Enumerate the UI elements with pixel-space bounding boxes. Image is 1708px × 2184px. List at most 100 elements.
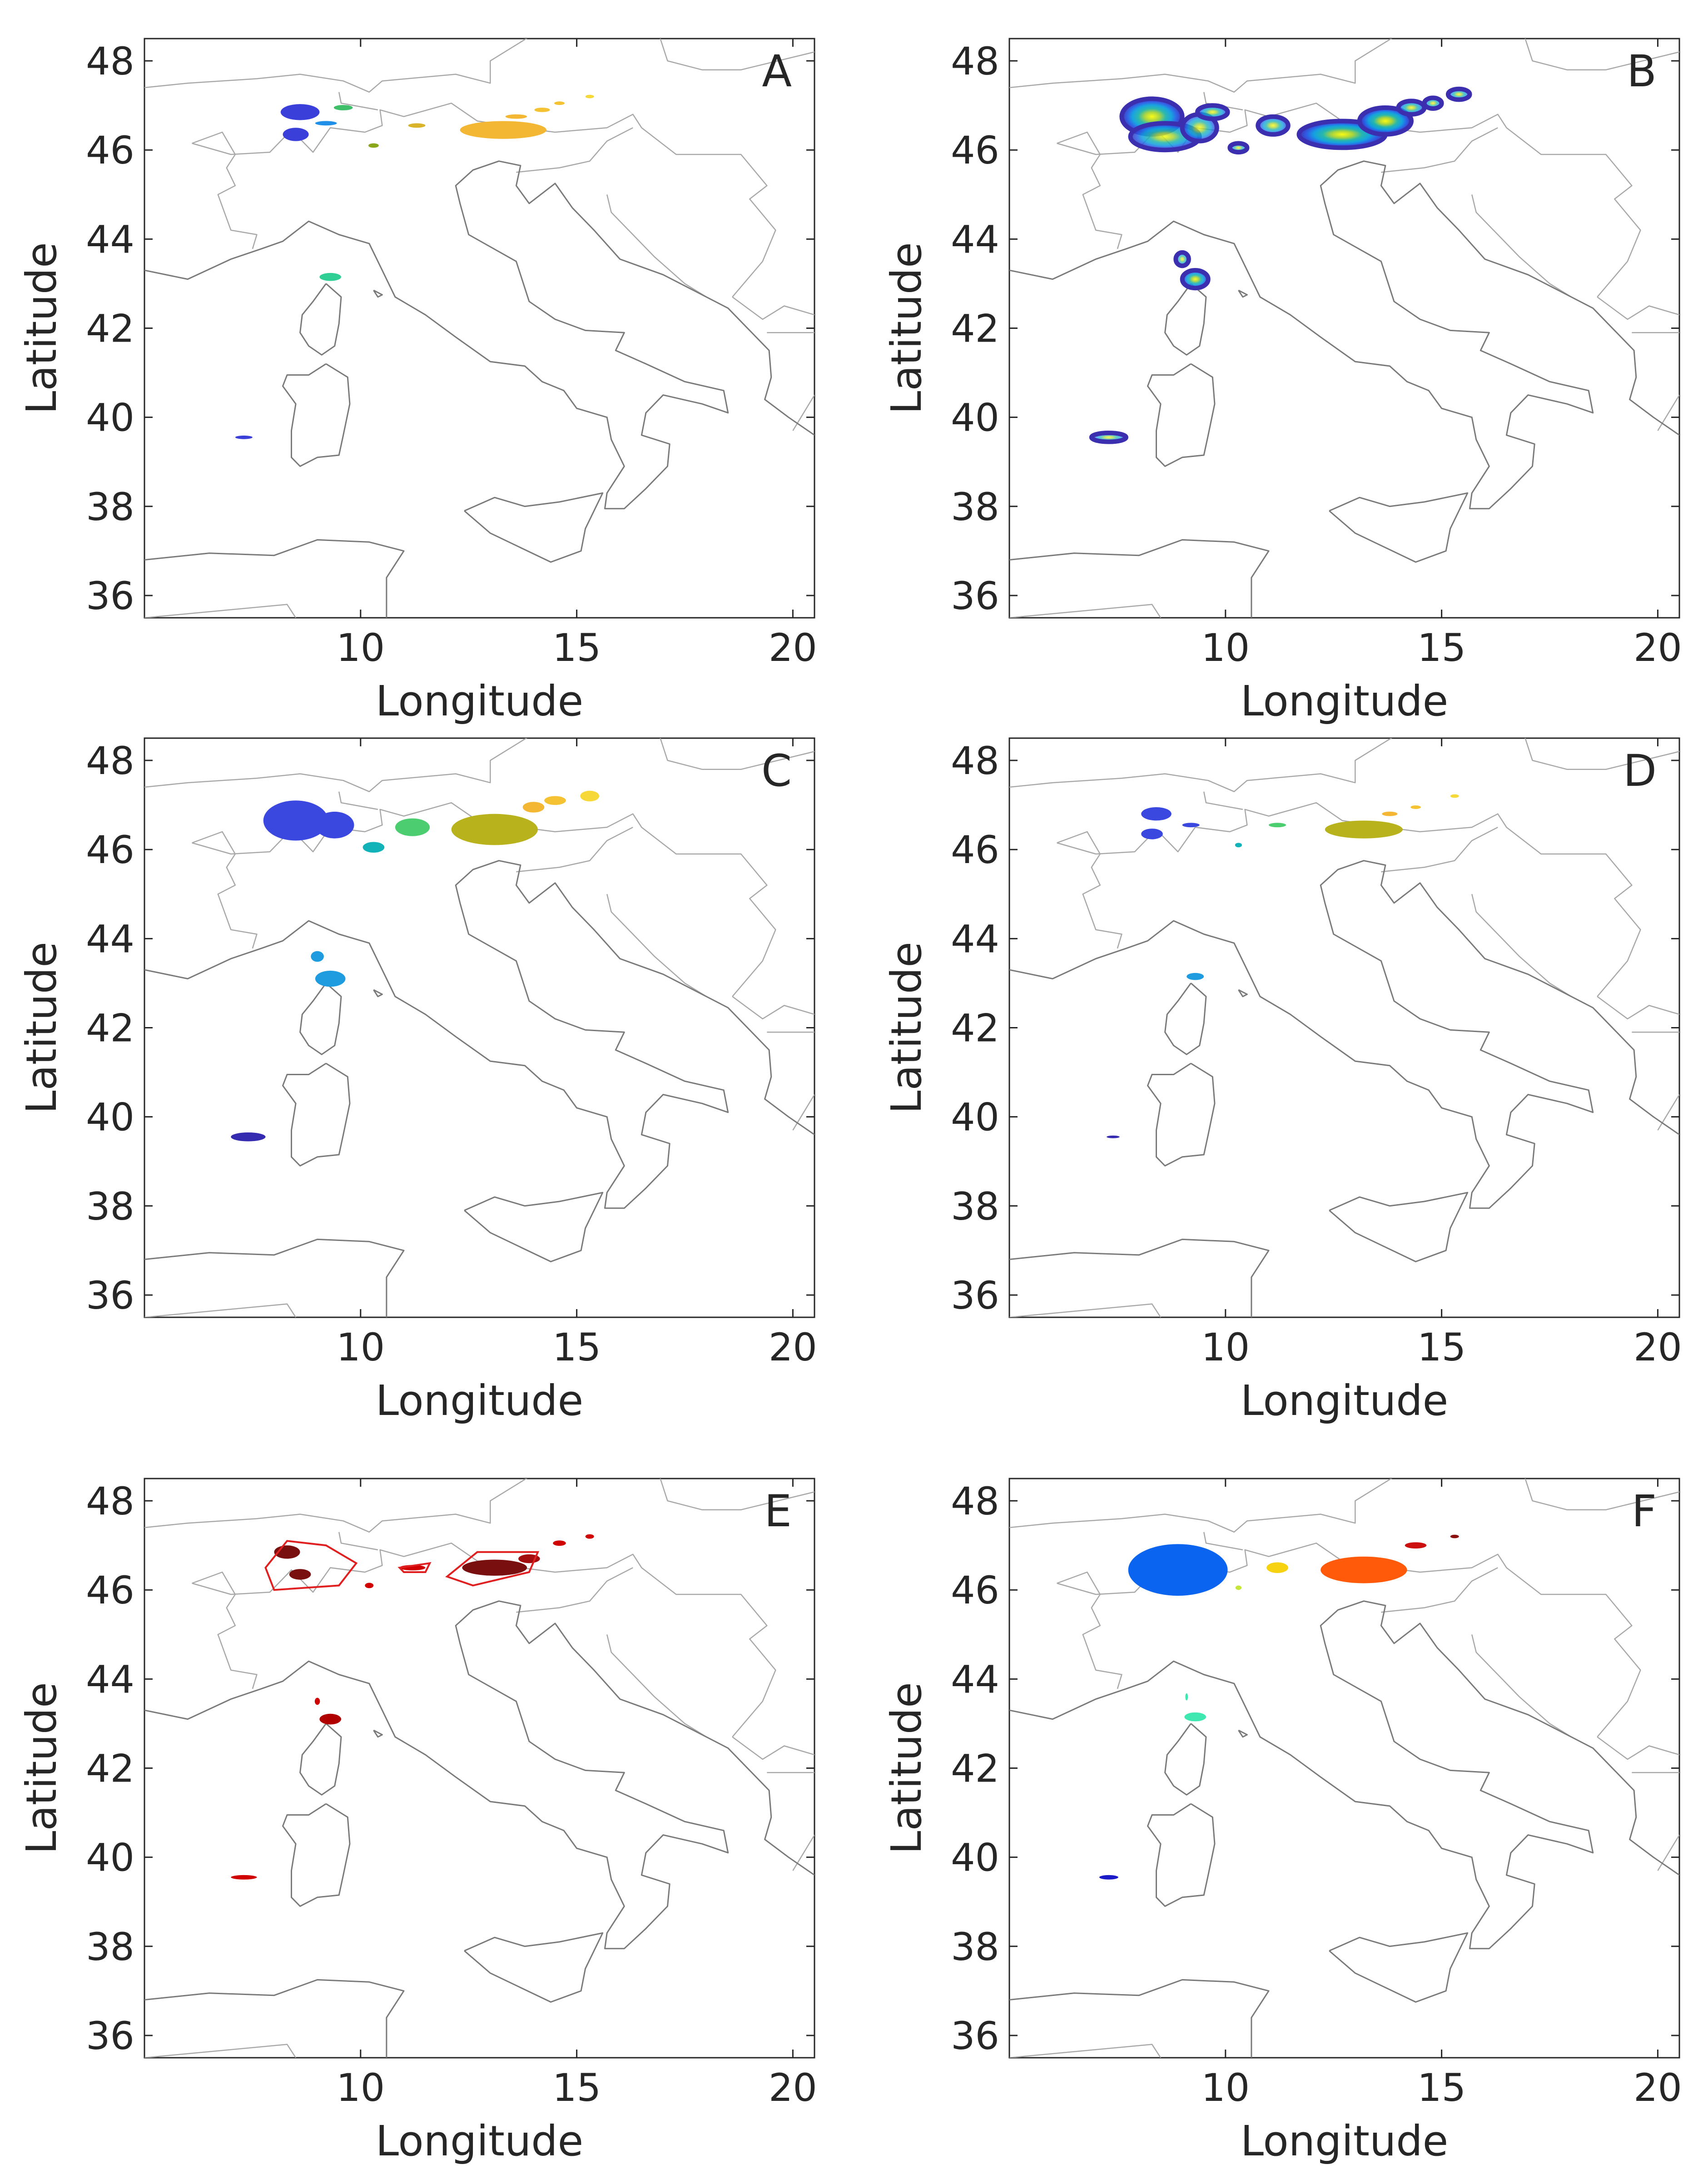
y-tick-label: 38 (951, 1184, 999, 1229)
country-border (1057, 1542, 1386, 1595)
y-axis-label: Latitude (882, 942, 931, 1114)
x-tick-label: 15 (552, 2065, 601, 2110)
cluster-region (554, 101, 565, 105)
country-border (606, 1634, 707, 1737)
panel-c: 10 15 20 36 38 40 42 44 46 48 Longitude Latitude C (17, 737, 817, 1425)
country-border (1657, 1834, 1679, 1871)
country-border (144, 738, 528, 792)
country-border (1657, 1094, 1679, 1131)
coastline (299, 983, 342, 1055)
coastline (464, 492, 604, 563)
panel-letter: B (1627, 46, 1657, 97)
cluster-region (1422, 95, 1444, 111)
panel-f: 10 15 20 36 38 40 42 44 46 48 Longitude Latitude F (882, 1478, 1682, 2165)
y-tick-label: 38 (86, 1184, 134, 1229)
cluster-region (333, 105, 353, 110)
y-tick-label: 36 (86, 574, 134, 618)
cluster-region (1235, 843, 1242, 848)
country-border (1203, 791, 1243, 810)
x-tick-label: 20 (1634, 625, 1682, 670)
y-tick-label: 48 (86, 39, 134, 84)
cluster-region (1182, 823, 1200, 828)
x-axis-label: Longitude (1241, 2117, 1449, 2165)
country-border (732, 996, 814, 1020)
coastline (144, 160, 814, 510)
x-tick-label: 20 (1634, 1325, 1682, 1370)
y-tick-label: 42 (86, 307, 134, 351)
country-border (606, 194, 707, 298)
y-tick-label: 42 (951, 1747, 999, 1791)
country-border (792, 1094, 814, 1131)
cluster-region (1141, 807, 1172, 821)
country-border (1385, 114, 1641, 298)
y-tick-label: 44 (86, 217, 134, 262)
y-tick-label: 40 (951, 1095, 999, 1140)
y-tick-label: 36 (951, 574, 999, 618)
country-border (1471, 894, 1572, 997)
country-border (144, 1479, 528, 1533)
coastline (282, 1803, 351, 1907)
map-layer (144, 738, 814, 1317)
y-tick-label: 44 (951, 217, 999, 262)
cluster-region (1107, 1135, 1120, 1138)
country-border (144, 604, 297, 618)
country-border (1471, 1634, 1572, 1737)
y-tick-label: 48 (86, 739, 134, 783)
map-layer (1009, 1479, 1679, 2058)
cluster-region (1128, 1544, 1228, 1596)
y-tick-label: 40 (86, 396, 134, 440)
x-tick-label: 15 (552, 1325, 601, 1370)
coastline (1329, 1191, 1469, 1262)
coastline (1009, 1238, 1270, 1317)
cluster-region (585, 94, 594, 99)
y-tick-label: 44 (86, 1657, 134, 1702)
country-border (192, 831, 258, 949)
country-border (1385, 1554, 1641, 1737)
y-tick-label: 44 (86, 917, 134, 961)
cluster-region (1141, 829, 1163, 839)
y-tick-label: 42 (86, 1747, 134, 1791)
country-border (1381, 1567, 1498, 1613)
coastline (1164, 1723, 1207, 1796)
coastline (1009, 1600, 1679, 1950)
coastline (1009, 539, 1270, 618)
country-border (338, 92, 378, 111)
cluster-region (553, 1540, 566, 1546)
cluster-region (1235, 1585, 1242, 1590)
panel-letter: F (1632, 1486, 1657, 1537)
country-border (192, 1571, 258, 1689)
country-border (338, 1532, 378, 1551)
country-border (516, 127, 633, 173)
country-border (1381, 127, 1498, 173)
coastline (1164, 983, 1207, 1055)
cluster-region (1256, 114, 1291, 137)
coastline (1009, 860, 1679, 1209)
cluster-region (462, 1559, 527, 1576)
y-tick-label: 48 (951, 1479, 999, 1524)
y-tick-label: 40 (86, 1836, 134, 1880)
coastline (1238, 289, 1248, 298)
cluster-region (395, 818, 430, 836)
coastline (1329, 492, 1469, 563)
coastline (373, 989, 383, 998)
cluster-region (408, 123, 426, 128)
country-border (520, 1554, 776, 1737)
cluster-region (1173, 250, 1191, 268)
coastline (144, 860, 814, 1209)
cluster-region (1099, 1875, 1118, 1880)
y-tick-label: 46 (86, 828, 134, 872)
country-border (1009, 738, 1393, 792)
country-border (1009, 2044, 1162, 2058)
y-tick-label: 40 (951, 1836, 999, 1880)
cluster-region (231, 1132, 266, 1142)
cluster-region (1382, 811, 1398, 816)
cluster-region (522, 802, 545, 813)
coastline (282, 363, 351, 467)
cluster-hull (264, 1540, 358, 1591)
cluster-region (1195, 103, 1230, 121)
country-border (1597, 996, 1679, 1020)
country-border (660, 738, 814, 770)
coastline (299, 283, 342, 356)
y-axis-label: Latitude (882, 242, 931, 414)
